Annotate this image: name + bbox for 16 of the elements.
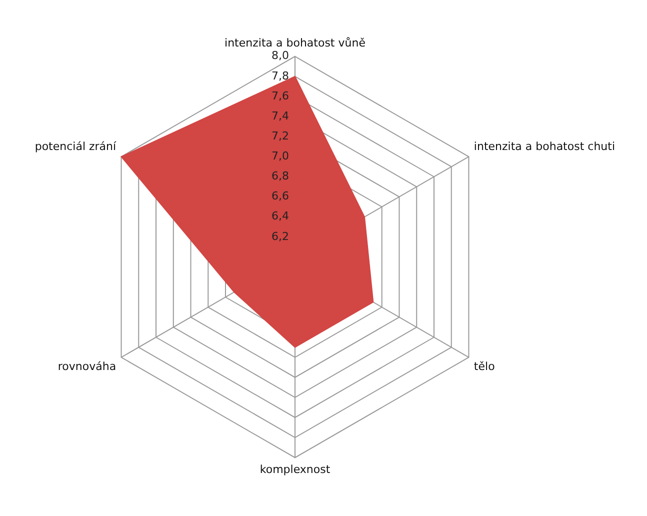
y-tick-label: 7,4 xyxy=(272,109,289,122)
spoke-label: intenzita a bohatost vůně xyxy=(224,36,366,50)
y-tick-label: 6,4 xyxy=(272,210,289,223)
spoke-label: rovnováha xyxy=(58,360,116,373)
y-tick-label: 7,2 xyxy=(272,129,289,142)
y-tick-label: 6,2 xyxy=(272,230,289,243)
spoke-label: intenzita a bohatost chuti xyxy=(474,140,616,153)
y-tick-label: 7,6 xyxy=(272,89,289,102)
spoke-label: tělo xyxy=(474,360,496,373)
y-tick-label: 8,0 xyxy=(272,49,289,62)
spoke-label: komplexnost xyxy=(260,463,331,476)
y-tick-label: 6,6 xyxy=(272,190,289,203)
y-tick-label: 6,8 xyxy=(272,170,289,183)
y-tick-label: 7,8 xyxy=(272,69,289,82)
y-tick-label: 7,0 xyxy=(272,150,289,163)
spoke-label: potenciál zrání xyxy=(34,140,118,153)
